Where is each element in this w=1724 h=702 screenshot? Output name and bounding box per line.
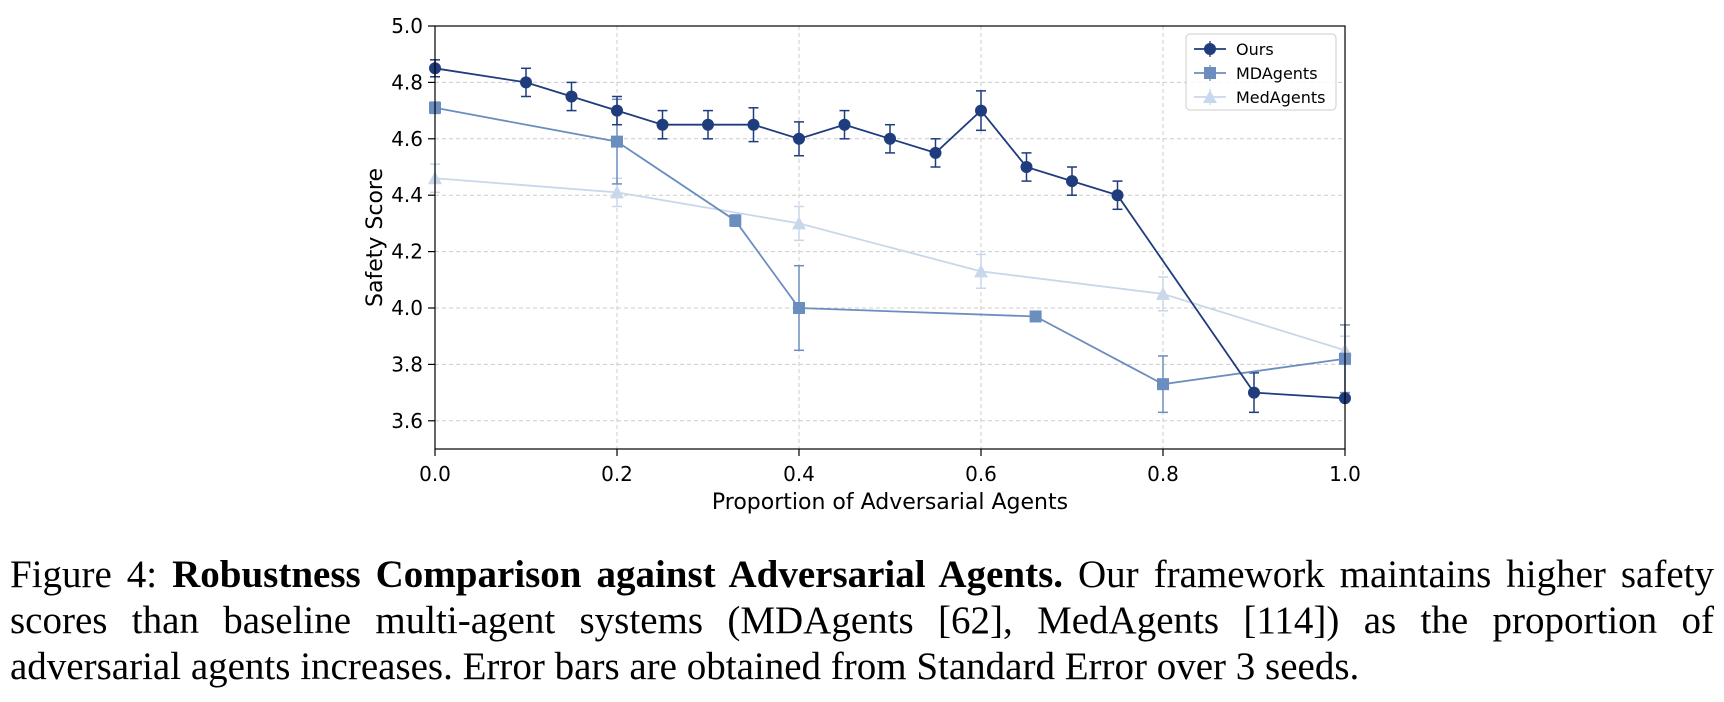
- data-point-ours: [1111, 189, 1124, 202]
- data-point-ours: [656, 118, 669, 131]
- safety-score-chart: 0.0 0.2 0.4 0.6 0.8 1.0 3.6 3.8 4.0 4.2 4.4 4.6 4.8 5…: [363, 14, 1361, 515]
- data-point-ours: [929, 146, 942, 159]
- series-line-medagents: [434, 177, 1345, 352]
- legend-label: MDAgents: [1236, 64, 1318, 83]
- y-axis-label: Safety Score: [363, 168, 388, 307]
- y-tick-label: 4.4: [391, 183, 423, 207]
- data-point-medagents: [1156, 286, 1170, 300]
- x-tick-label: 0.8: [1147, 462, 1179, 486]
- axis-ticks: [428, 25, 1346, 456]
- data-point-mdagents: [793, 302, 805, 314]
- legend-label: Ours: [1236, 40, 1274, 59]
- data-point-ours: [1248, 386, 1260, 399]
- data-point-ours: [975, 104, 987, 117]
- figure-caption: Figure 4: Robustness Comparison against …: [10, 552, 1714, 690]
- data-point-ours: [1066, 175, 1078, 188]
- legend-marker: [1204, 43, 1216, 55]
- data-point-medagents: [974, 264, 988, 278]
- caption-label: Figure 4:: [10, 553, 158, 596]
- caption-title: Robustness Comparison against Adversaria…: [172, 553, 1064, 596]
- x-tick-label: 0.0: [419, 462, 451, 486]
- data-point-mdagents: [1029, 310, 1042, 323]
- y-tick-label: 4.2: [391, 240, 423, 264]
- legend: Ours MDAgents MedAgents: [1185, 33, 1337, 111]
- data-point-ours: [611, 104, 623, 117]
- legend-marker: [1203, 90, 1217, 103]
- legend-marker: [1204, 67, 1216, 79]
- data-point-mdagents: [611, 135, 623, 148]
- y-tick-label: 4.6: [391, 127, 423, 151]
- data-point-medagents: [792, 216, 806, 230]
- data-point-ours: [702, 118, 714, 131]
- series-lines: [434, 67, 1345, 400]
- x-axis-label: Proportion of Adversarial Agents: [712, 490, 1068, 515]
- data-point-medagents: [610, 185, 624, 199]
- error-bars: [430, 59, 1350, 414]
- data-point-ours: [520, 76, 532, 89]
- legend-box: [1185, 33, 1337, 111]
- y-tick-label: 4.8: [391, 70, 423, 94]
- tick-labels: 0.0 0.2 0.4 0.6 0.8 1.0 3.6 3.8 4.0 4.2 4.4 4.6 4.8 5…: [391, 14, 1361, 486]
- series-markers: [428, 62, 1352, 405]
- data-point-ours: [1020, 161, 1033, 173]
- data-point-ours: [747, 118, 760, 131]
- data-point-ours: [838, 118, 851, 131]
- data-point-ours: [884, 132, 896, 145]
- y-tick-label: 3.8: [391, 352, 423, 376]
- data-point-ours: [565, 90, 578, 103]
- plot-frame: [434, 25, 1346, 450]
- caption-text: Our framework maintains higher safety sc…: [10, 553, 1714, 688]
- legend-label: MedAgents: [1236, 88, 1326, 107]
- y-tick-label: 3.6: [391, 409, 423, 433]
- x-tick-label: 0.4: [783, 462, 815, 486]
- data-point-mdagents: [1157, 378, 1169, 391]
- data-point-mdagents: [729, 214, 742, 227]
- series-line-ours: [434, 67, 1345, 400]
- y-tick-label: 4.0: [391, 296, 423, 320]
- x-tick-label: 1.0: [1329, 462, 1361, 486]
- data-point-ours: [793, 132, 805, 145]
- y-tick-label: 5.0: [391, 14, 423, 38]
- x-tick-label: 0.2: [601, 462, 633, 486]
- x-tick-label: 0.6: [965, 462, 997, 486]
